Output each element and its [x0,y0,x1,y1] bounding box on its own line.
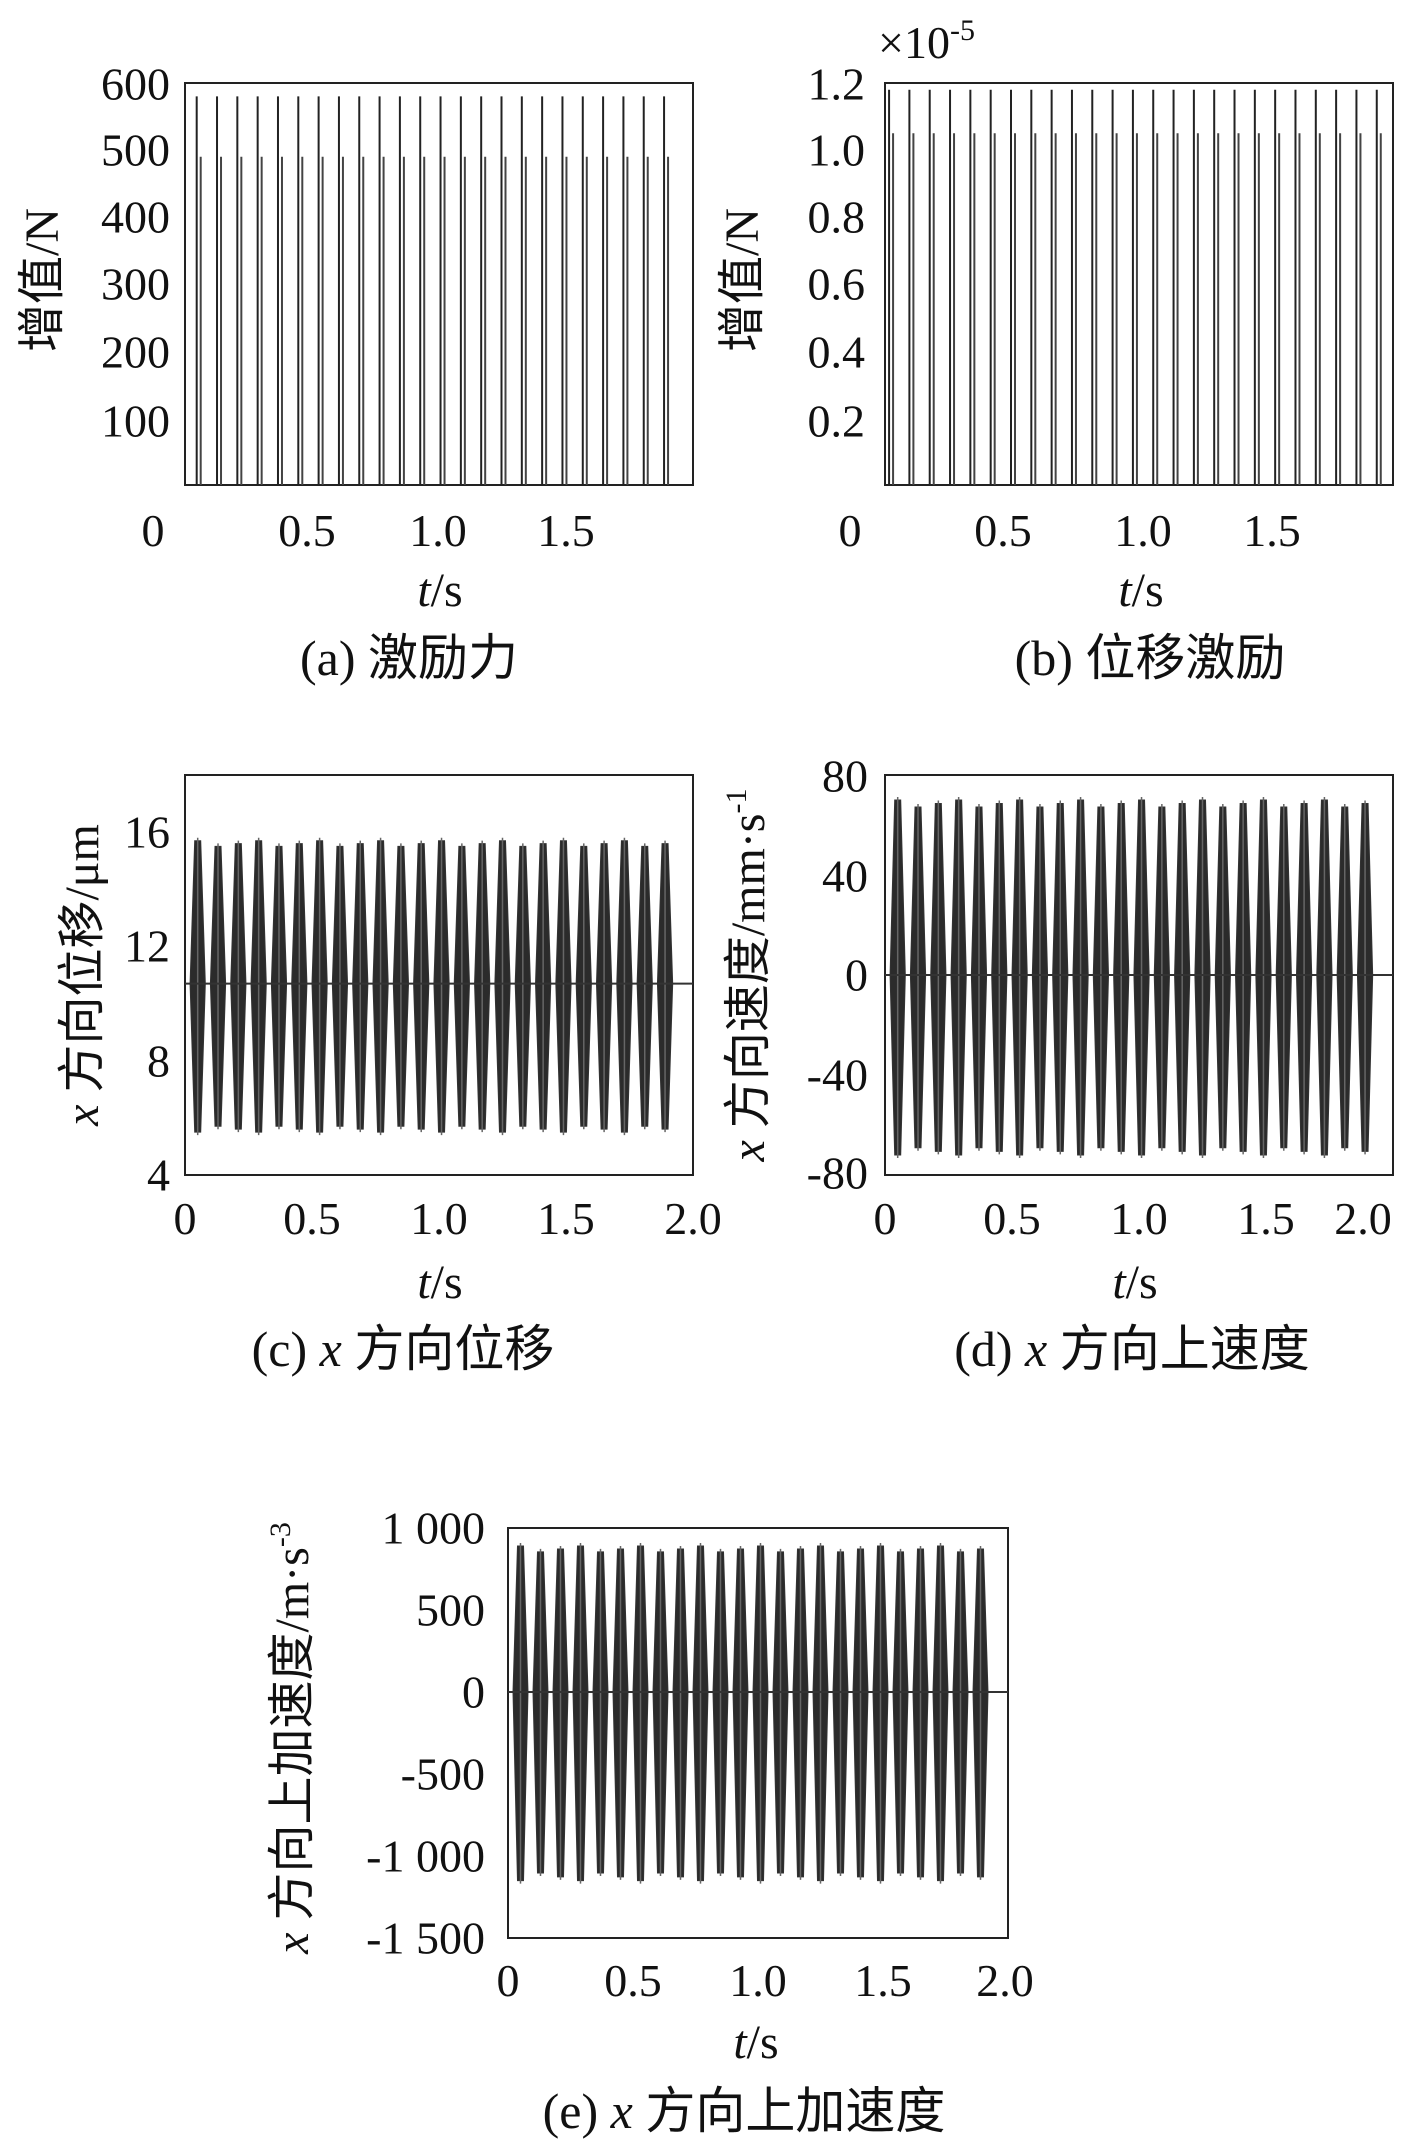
x-tick-label: 0.5 [974,505,1032,556]
panel-b-displacement-excitation: ×10-5 0.2 0.4 0.6 0.8 1.0 1.2 0 0.5 1.0 … [716,14,1394,686]
y-tick-label: 40 [822,851,868,902]
x-tick-label: 0 [497,1955,520,2006]
y-tick-label: 600 [101,59,170,110]
x-tick-label: 1.5 [537,505,595,556]
y-tick-label: -1 500 [366,1913,485,1964]
panel-b-exponent-label: ×10-5 [878,14,975,68]
y-tick-label: 4 [147,1150,170,1201]
panel-e-x-ticks: 0 0.5 1.0 1.5 2.0 [497,1955,1034,2006]
y-tick-label: 1.2 [808,59,866,110]
panel-e-caption: (e) x 方向上加速度 [543,2083,946,2139]
x-tick-label: 0.5 [283,1193,341,1244]
panel-a-y-ticks: 100 200 300 400 500 600 [101,59,170,447]
panel-d-series [885,797,1393,1158]
y-tick-label: 300 [101,259,170,310]
y-tick-label: 500 [101,125,170,176]
panel-e-series [508,1543,1008,1884]
x-tick-label: 1.0 [1110,1193,1168,1244]
x-tick-label: 0.5 [983,1193,1041,1244]
panel-d-x-axis-label: t/s [1112,1256,1157,1309]
panel-e-frame [507,1527,1009,1939]
panel-c-x-displacement: 4 8 12 16 0 0.5 1.0 1.5 2.0 t/s x 方向位移/μ… [56,774,722,1377]
x-tick-label: 2.0 [664,1193,722,1244]
panel-d-x-ticks: 0 0.5 1.0 1.5 2.0 [874,1193,1392,1244]
x-tick-label: 0.5 [278,505,336,556]
panel-c-caption: (c) x 方向位移 [252,1321,555,1377]
y-tick-label: -500 [401,1749,485,1800]
panel-b-y-ticks: 0.2 0.4 0.6 0.8 1.0 1.2 [808,59,866,447]
y-tick-label: 1.0 [808,125,866,176]
panel-c-series [185,837,693,1136]
panel-a-y-axis-label: 增值/N [16,208,69,352]
panel-a-frame [184,82,694,486]
x-tick-label: 1.0 [1114,505,1172,556]
panel-c-y-ticks: 4 8 12 16 [124,807,170,1201]
panel-e-y-ticks: -1 500 -1 000 -500 0 500 1 000 [366,1503,485,1964]
x-tick-label: 1.0 [410,1193,468,1244]
y-tick-label: 0 [845,950,868,1001]
panel-a-excitation-force: 100 200 300 400 500 600 0 0.5 1.0 1.5 t/… [16,59,694,686]
x-tick-label: 2.0 [1334,1193,1392,1244]
panel-b-y-axis-label: 增值/N [716,208,769,352]
y-tick-label: 0.4 [808,327,866,378]
panel-b-x-axis-label: t/s [1118,564,1163,617]
panel-d-y-axis-label: x 方向速度/mm·s-1 [720,789,775,1163]
panel-e-x-axis-label: t/s [733,2016,778,2069]
panel-b-caption: (b) 位移激励 [1015,630,1286,686]
panel-d-x-velocity: -80 -40 0 40 80 0 0.5 1.0 1.5 2.0 t/s x … [720,751,1394,1377]
panel-c-frame [184,774,694,1176]
x-tick-label: 0 [839,505,862,556]
x-tick-label: 1.5 [854,1955,912,2006]
y-tick-label: -40 [807,1050,868,1101]
x-tick-label: 1.0 [729,1955,787,2006]
panel-c-x-axis-label: t/s [417,1256,462,1309]
panel-a-caption: (a) 激励力 [300,630,518,686]
x-tick-label: 0 [142,505,165,556]
panel-a-x-axis-label: t/s [417,564,462,617]
y-tick-label: 0 [462,1667,485,1718]
panel-d-y-ticks: -80 -40 0 40 80 [807,751,868,1199]
panel-e-x-acceleration: -1 500 -1 000 -500 0 500 1 000 0 0.5 1.0… [264,1503,1034,2140]
y-tick-label: 0.6 [808,259,866,310]
y-tick-label: 0.2 [808,396,866,447]
panel-b-x-ticks: 0 0.5 1.0 1.5 [839,505,1301,556]
panel-d-caption: (d) x 方向上速度 [954,1321,1310,1377]
y-tick-label: 1 000 [382,1503,486,1554]
x-tick-label: 1.0 [409,505,467,556]
y-tick-label: 400 [101,192,170,243]
x-tick-label: 0 [874,1193,897,1244]
panel-c-y-axis-label: x 方向位移/μm [56,824,109,1127]
y-tick-label: 200 [101,327,170,378]
y-tick-label: 100 [101,396,170,447]
y-tick-label: 12 [124,921,170,972]
y-tick-label: 8 [147,1036,170,1087]
x-tick-label: 1.5 [1237,1193,1295,1244]
x-tick-label: 0.5 [604,1955,662,2006]
y-tick-label: 80 [822,751,868,802]
x-tick-label: 1.5 [1243,505,1301,556]
panel-e-y-axis-label: x 方向上加速度/m·s-3 [264,1522,319,1955]
panel-a-x-ticks: 0 0.5 1.0 1.5 [142,505,595,556]
panel-b-series [888,89,1382,486]
panel-c-x-ticks: 0 0.5 1.0 1.5 2.0 [174,1193,722,1244]
panel-a-series [195,96,670,486]
x-tick-label: 0 [174,1193,197,1244]
y-tick-label: 16 [124,807,170,858]
x-tick-label: 1.5 [537,1193,595,1244]
y-tick-label: -1 000 [366,1831,485,1882]
y-tick-label: 0.8 [808,192,866,243]
y-tick-label: -80 [807,1148,868,1199]
x-tick-label: 2.0 [976,1955,1034,2006]
panel-b-frame [884,82,1394,486]
y-tick-label: 500 [416,1585,485,1636]
